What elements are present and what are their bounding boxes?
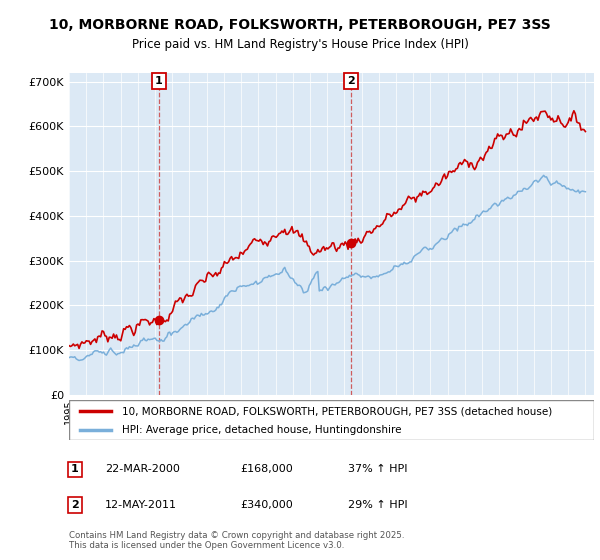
Text: 29% ↑ HPI: 29% ↑ HPI <box>348 500 407 510</box>
Text: 2: 2 <box>347 76 355 86</box>
Text: 10, MORBORNE ROAD, FOLKSWORTH, PETERBOROUGH, PE7 3SS (detached house): 10, MORBORNE ROAD, FOLKSWORTH, PETERBORO… <box>121 407 552 417</box>
Text: 2: 2 <box>71 500 79 510</box>
Text: £168,000: £168,000 <box>240 464 293 474</box>
Text: 12-MAY-2011: 12-MAY-2011 <box>105 500 177 510</box>
Text: Price paid vs. HM Land Registry's House Price Index (HPI): Price paid vs. HM Land Registry's House … <box>131 38 469 52</box>
Text: Contains HM Land Registry data © Crown copyright and database right 2025.
This d: Contains HM Land Registry data © Crown c… <box>69 531 404 550</box>
Text: 22-MAR-2000: 22-MAR-2000 <box>105 464 180 474</box>
Text: 37% ↑ HPI: 37% ↑ HPI <box>348 464 407 474</box>
Text: HPI: Average price, detached house, Huntingdonshire: HPI: Average price, detached house, Hunt… <box>121 425 401 435</box>
Text: 1: 1 <box>155 76 163 86</box>
Text: £340,000: £340,000 <box>240 500 293 510</box>
Text: 10, MORBORNE ROAD, FOLKSWORTH, PETERBOROUGH, PE7 3SS: 10, MORBORNE ROAD, FOLKSWORTH, PETERBORO… <box>49 18 551 32</box>
Text: 1: 1 <box>71 464 79 474</box>
